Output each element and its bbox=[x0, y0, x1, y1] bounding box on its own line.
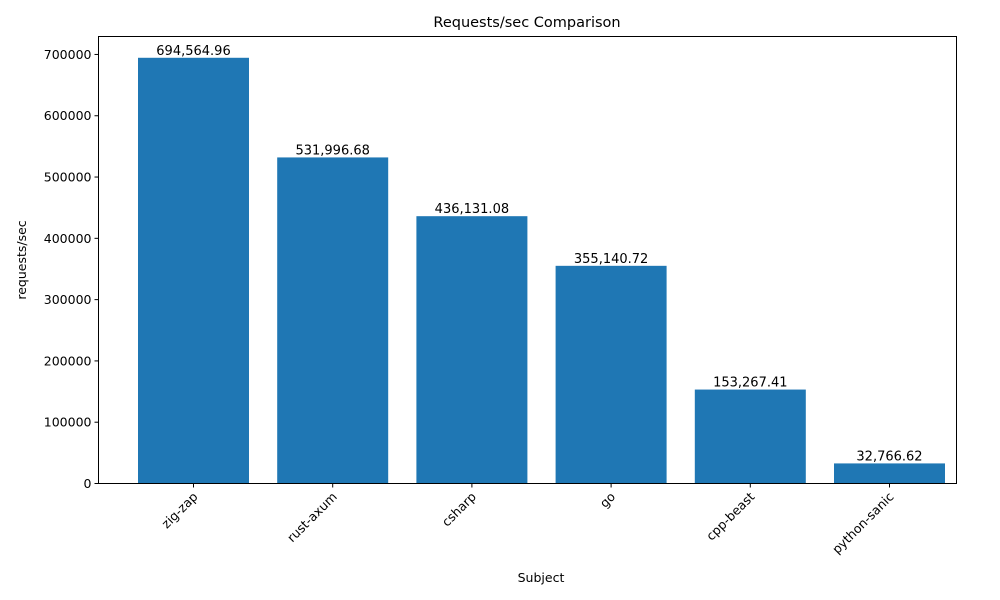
y-tick-label: 300000 bbox=[44, 292, 92, 307]
y-tick-label: 400000 bbox=[44, 231, 92, 246]
x-tick-label: cpp-beast bbox=[703, 489, 757, 543]
bar-go bbox=[555, 265, 667, 484]
x-tick-label: rust-axum bbox=[284, 489, 340, 545]
data-label: 153,267.41 bbox=[713, 376, 787, 391]
data-label: 32,766.62 bbox=[856, 449, 922, 464]
y-tick-label: 0 bbox=[84, 476, 92, 491]
plot-frame bbox=[98, 36, 957, 484]
y-tick-label: 700000 bbox=[44, 47, 92, 62]
x-tick-label: zig-zap bbox=[158, 489, 200, 531]
x-axis-label: Subject bbox=[518, 570, 565, 585]
y-tick-label: 200000 bbox=[44, 353, 92, 368]
bar-csharp bbox=[416, 216, 528, 484]
data-label: 355,140.72 bbox=[574, 252, 648, 267]
y-tick-label: 500000 bbox=[44, 170, 92, 185]
y-tick-label: 600000 bbox=[44, 108, 92, 123]
x-tick-label: go bbox=[597, 489, 619, 511]
data-label: 436,131.08 bbox=[435, 202, 509, 217]
data-label: 694,564.96 bbox=[156, 44, 230, 59]
bar-zig-zap bbox=[138, 57, 249, 484]
bar-python-sanic bbox=[834, 463, 945, 484]
bar-cpp-beast bbox=[694, 389, 806, 484]
data-label: 531,996.68 bbox=[295, 143, 369, 158]
bar-rust-axum bbox=[277, 157, 389, 484]
chart-title: Requests/sec Comparison bbox=[433, 15, 620, 31]
x-tick-label: csharp bbox=[439, 489, 479, 529]
y-tick-label: 100000 bbox=[44, 415, 92, 430]
x-tick-label: python-sanic bbox=[829, 489, 897, 557]
y-axis-label: requests/sec bbox=[14, 220, 29, 299]
